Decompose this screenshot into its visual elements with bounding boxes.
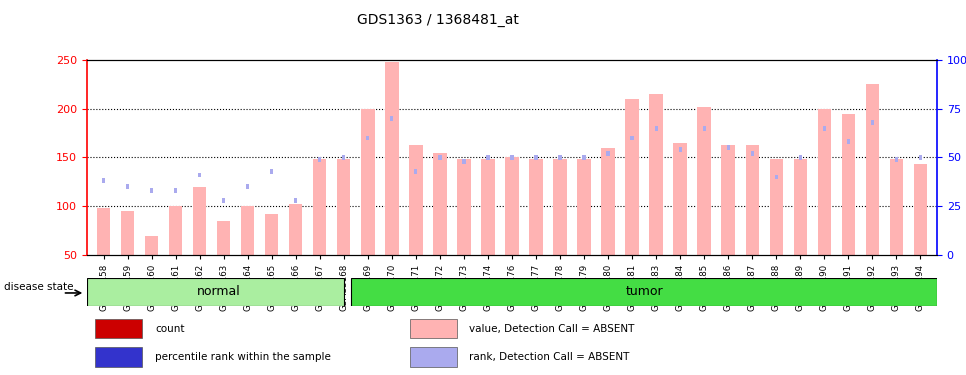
Bar bbox=[266, 214, 278, 255]
Bar bbox=[578, 159, 590, 255]
Bar bbox=[487, 155, 490, 160]
Bar bbox=[410, 319, 457, 338]
Bar bbox=[87, 278, 344, 306]
Bar bbox=[722, 145, 735, 255]
Bar bbox=[817, 109, 831, 255]
Bar bbox=[463, 159, 466, 164]
Bar bbox=[505, 158, 519, 255]
Bar bbox=[242, 206, 254, 255]
Bar bbox=[337, 159, 351, 255]
Bar bbox=[217, 221, 231, 255]
Text: rank, Detection Call = ABSENT: rank, Detection Call = ABSENT bbox=[469, 352, 630, 362]
Bar bbox=[270, 169, 273, 174]
Text: tumor: tumor bbox=[625, 285, 663, 298]
Bar bbox=[697, 107, 711, 255]
Text: disease state: disease state bbox=[5, 282, 73, 292]
Bar bbox=[678, 147, 682, 152]
Bar bbox=[319, 157, 322, 162]
Bar bbox=[866, 84, 879, 255]
Bar bbox=[841, 114, 855, 255]
Text: count: count bbox=[155, 324, 185, 334]
Bar bbox=[846, 140, 850, 144]
Bar bbox=[625, 99, 639, 255]
Bar bbox=[439, 155, 441, 160]
Bar bbox=[434, 153, 446, 255]
Bar bbox=[390, 116, 393, 121]
Bar bbox=[410, 347, 457, 367]
Bar bbox=[534, 155, 537, 160]
Bar bbox=[246, 184, 249, 189]
Bar bbox=[351, 278, 937, 306]
Bar bbox=[726, 145, 729, 150]
Bar bbox=[414, 169, 417, 174]
Bar bbox=[529, 159, 543, 255]
Bar bbox=[193, 187, 207, 255]
Bar bbox=[361, 109, 375, 255]
Text: normal: normal bbox=[197, 285, 241, 298]
Bar bbox=[870, 120, 873, 125]
Bar bbox=[169, 206, 183, 255]
Bar bbox=[746, 145, 758, 255]
Bar bbox=[554, 159, 567, 255]
Bar bbox=[702, 126, 705, 130]
Text: percentile rank within the sample: percentile rank within the sample bbox=[155, 352, 330, 362]
Bar bbox=[342, 155, 346, 160]
Bar bbox=[151, 188, 154, 193]
Bar bbox=[607, 151, 610, 156]
Bar bbox=[582, 155, 585, 160]
Bar bbox=[289, 204, 302, 255]
Bar bbox=[145, 236, 158, 255]
Bar bbox=[649, 94, 663, 255]
Bar bbox=[799, 155, 802, 160]
Text: value, Detection Call = ABSENT: value, Detection Call = ABSENT bbox=[469, 324, 635, 334]
Bar bbox=[481, 159, 495, 255]
Bar bbox=[823, 126, 826, 130]
Bar bbox=[510, 155, 514, 160]
Bar bbox=[174, 188, 178, 193]
Bar bbox=[793, 159, 807, 255]
Bar bbox=[655, 126, 658, 130]
Bar bbox=[673, 143, 687, 255]
Bar bbox=[295, 198, 298, 203]
Bar bbox=[121, 211, 134, 255]
Bar bbox=[558, 155, 561, 160]
Bar bbox=[631, 135, 634, 140]
Bar bbox=[770, 159, 782, 255]
Bar bbox=[96, 319, 142, 338]
Text: GDS1363 / 1368481_at: GDS1363 / 1368481_at bbox=[357, 13, 520, 27]
Bar bbox=[914, 164, 926, 255]
Bar bbox=[127, 184, 129, 189]
Bar bbox=[222, 198, 225, 203]
Bar bbox=[102, 178, 105, 183]
Bar bbox=[198, 172, 201, 177]
Bar bbox=[895, 157, 897, 162]
Bar bbox=[919, 155, 922, 160]
Bar bbox=[98, 208, 110, 255]
Bar bbox=[313, 159, 327, 255]
Bar bbox=[890, 159, 903, 255]
Bar bbox=[751, 151, 753, 156]
Bar bbox=[366, 135, 369, 140]
Bar bbox=[457, 159, 470, 255]
Bar bbox=[775, 174, 778, 179]
Bar bbox=[96, 347, 142, 367]
Bar bbox=[410, 145, 422, 255]
Bar bbox=[602, 148, 614, 255]
Bar bbox=[385, 62, 399, 255]
